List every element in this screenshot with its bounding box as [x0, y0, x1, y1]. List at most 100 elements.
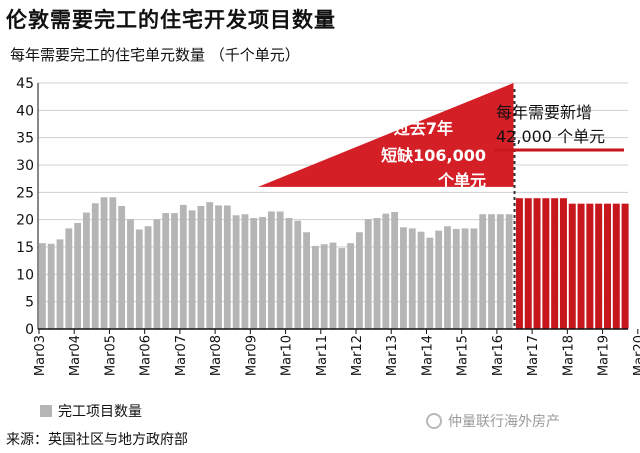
bar-completed — [329, 242, 337, 329]
bar-completed — [470, 228, 478, 329]
x-tick-label: Mar05 — [103, 335, 118, 376]
bar-completed — [267, 211, 275, 329]
y-tick-label: 30 — [16, 158, 34, 174]
shortfall-annotation: 个单元 — [437, 171, 486, 190]
bar-completed — [285, 218, 293, 329]
bar-completed — [294, 220, 302, 329]
x-tick-label: Mar12 — [350, 335, 365, 376]
bar-required — [603, 202, 612, 330]
x-tick-label: Mar19 — [597, 335, 612, 376]
legend: 完工项目数量 — [40, 401, 142, 421]
x-tick-label: Mar18 — [561, 335, 576, 376]
bar-completed — [311, 245, 319, 329]
legend-label: 完工项目数量 — [58, 404, 142, 420]
bar-completed — [417, 231, 425, 329]
x-tick-label: Mar15 — [456, 335, 471, 376]
y-tick-label: 0 — [25, 322, 34, 338]
x-tick-label: Mar16 — [491, 335, 506, 376]
bar-completed — [250, 218, 258, 329]
bar-completed — [162, 213, 170, 329]
bar-completed — [444, 226, 451, 329]
bar-completed — [303, 232, 310, 329]
bar-required — [550, 197, 559, 330]
bar-completed — [47, 243, 55, 329]
y-tick-label: 10 — [16, 267, 34, 283]
bar-completed — [65, 228, 73, 329]
bar-completed — [109, 197, 117, 329]
y-tick-label: 35 — [16, 131, 34, 147]
bar-required — [559, 197, 568, 330]
x-tick-label: Mar10 — [280, 335, 295, 376]
wechat-icon — [426, 413, 442, 429]
bar-required — [515, 197, 524, 330]
bar-completed — [188, 210, 196, 329]
bar-completed — [479, 214, 487, 329]
bar-completed — [505, 214, 513, 329]
x-tick-label: Mar04 — [68, 335, 83, 376]
shortfall-annotation: 过去7年 — [394, 119, 453, 138]
bar-completed — [206, 202, 214, 329]
bar-completed — [338, 248, 346, 329]
bar-completed — [276, 211, 284, 329]
bar-required — [594, 202, 603, 330]
required-annotation: 每年需要新增 — [496, 103, 592, 122]
bar-completed — [215, 205, 222, 329]
bar-completed — [496, 214, 504, 329]
bar-required — [620, 202, 630, 330]
bar-completed — [223, 205, 231, 329]
watermark-label: 仲量联行海外房产 — [448, 414, 560, 430]
y-tick-label: 25 — [16, 185, 34, 201]
bar-completed — [400, 227, 407, 329]
x-tick-label: Mar08 — [209, 335, 224, 376]
bar-completed — [153, 219, 161, 329]
chart-title: 伦敦需要完工的住宅开发项目数量 — [6, 8, 336, 32]
bar-completed — [391, 212, 399, 329]
bar-completed — [232, 215, 240, 329]
bar-completed — [320, 244, 328, 329]
x-tick-label: Mar14 — [420, 335, 435, 376]
x-tick-label: Mar07 — [174, 335, 189, 376]
y-tick-label: 45 — [16, 76, 34, 92]
shortfall-annotation: 短缺106,000 — [381, 146, 486, 165]
bar-completed — [461, 228, 469, 329]
bar-required — [541, 197, 551, 330]
bar-completed — [373, 218, 381, 329]
shortfall-triangle — [258, 83, 514, 187]
bar-required — [576, 202, 586, 330]
x-tick-label: Mar06 — [139, 335, 154, 376]
bar-completed — [364, 219, 372, 329]
chart: 0 5 10 15 20 25 30 35 40 45 Mar03 Mar04 Mar05 Mar06 Ma… — [16, 76, 640, 376]
bar-completed — [197, 206, 205, 329]
required-annotation: 42,000 个单元 — [496, 127, 605, 146]
bar-required — [523, 197, 533, 330]
bar-completed — [435, 230, 443, 329]
watermark: 仲量联行海外房产 — [426, 411, 560, 431]
bar-completed — [382, 213, 390, 329]
bar-completed — [118, 206, 126, 329]
bar-completed — [144, 226, 152, 329]
y-tick-label: 20 — [16, 213, 34, 229]
x-tick-label: Mar09 — [244, 335, 259, 376]
y-tick-label: 5 — [25, 295, 34, 311]
x-tick-label: Mar20 — [632, 335, 640, 376]
bar-completed — [356, 232, 363, 329]
bar-completed — [56, 239, 64, 329]
y-tick-label: 15 — [16, 240, 34, 256]
bar-completed — [452, 228, 460, 329]
x-tick-label: Mar17 — [526, 335, 541, 376]
bar-completed — [259, 216, 266, 329]
bar-completed — [39, 243, 46, 329]
bar-completed — [179, 204, 187, 329]
bar-completed — [408, 228, 416, 329]
bar-completed — [91, 203, 99, 329]
bar-completed — [171, 213, 178, 329]
x-tick-label: Mar11 — [315, 335, 330, 376]
x-tick-label: Mar13 — [385, 335, 400, 376]
bar-completed — [488, 214, 495, 329]
y-tick-label: 40 — [16, 103, 34, 119]
source-note: 来源：英国社区与地方政府部 — [6, 432, 188, 448]
bar-required — [567, 202, 577, 330]
bar-required — [611, 202, 621, 330]
bar-completed — [127, 219, 134, 329]
bar-completed — [347, 243, 355, 329]
